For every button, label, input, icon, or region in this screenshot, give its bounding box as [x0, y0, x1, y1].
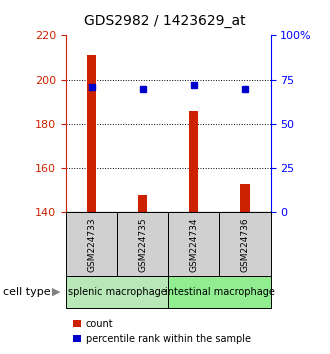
FancyBboxPatch shape — [168, 276, 271, 308]
Text: GSM224734: GSM224734 — [189, 217, 198, 272]
Text: GSM224735: GSM224735 — [138, 217, 147, 272]
FancyBboxPatch shape — [66, 276, 168, 308]
Text: GDS2982 / 1423629_at: GDS2982 / 1423629_at — [84, 14, 246, 28]
Bar — [87, 55, 96, 212]
Text: ▶: ▶ — [52, 287, 60, 297]
Bar — [189, 110, 198, 212]
Text: GSM224733: GSM224733 — [87, 217, 96, 272]
FancyBboxPatch shape — [66, 212, 117, 276]
Text: intestinal macrophage: intestinal macrophage — [165, 287, 274, 297]
FancyBboxPatch shape — [219, 212, 271, 276]
Text: cell type: cell type — [3, 287, 51, 297]
FancyBboxPatch shape — [168, 212, 219, 276]
Bar — [241, 184, 249, 212]
FancyBboxPatch shape — [117, 212, 168, 276]
Text: splenic macrophage: splenic macrophage — [68, 287, 167, 297]
Text: percentile rank within the sample: percentile rank within the sample — [86, 334, 251, 344]
Text: count: count — [86, 319, 114, 329]
Text: GSM224736: GSM224736 — [241, 217, 249, 272]
Bar — [138, 195, 147, 212]
